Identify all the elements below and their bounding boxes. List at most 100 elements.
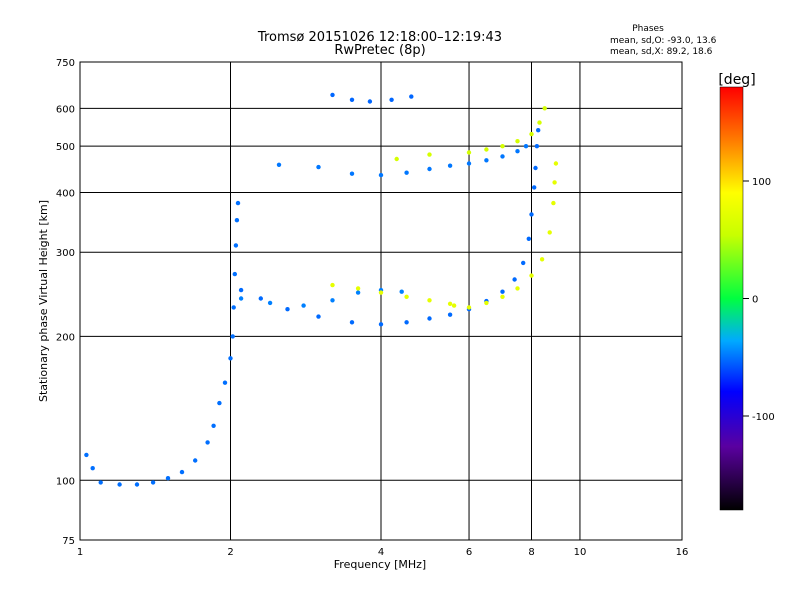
data-point bbox=[399, 289, 404, 294]
y-axis-label: Stationary phase Virtual Height [km] bbox=[37, 200, 50, 402]
data-point bbox=[533, 165, 538, 171]
data-point bbox=[238, 296, 244, 301]
data-point bbox=[117, 482, 122, 487]
x-tick-label: 6 bbox=[466, 547, 472, 558]
data-point bbox=[98, 480, 103, 485]
x-tick-labels: 1 2 4 6 8 10 16 bbox=[77, 547, 689, 558]
colorbar-label: [deg] bbox=[718, 72, 755, 88]
data-point bbox=[515, 286, 520, 291]
data-point bbox=[500, 294, 505, 299]
y-tick-label: 400 bbox=[56, 188, 75, 199]
data-point bbox=[526, 236, 531, 241]
data-point bbox=[90, 466, 95, 471]
data-point bbox=[427, 166, 432, 172]
colorbar bbox=[719, 86, 744, 511]
data-point bbox=[521, 260, 526, 266]
data-point bbox=[330, 282, 335, 288]
data-point bbox=[316, 164, 321, 170]
x-tick-label: 4 bbox=[378, 547, 384, 558]
data-point bbox=[330, 92, 335, 98]
chart-subtitle: RwPretec (8p) bbox=[334, 43, 425, 58]
data-point bbox=[222, 380, 228, 385]
data-point bbox=[267, 300, 273, 306]
data-point bbox=[427, 298, 432, 303]
data-point bbox=[484, 158, 489, 163]
data-point bbox=[234, 218, 240, 223]
data-point bbox=[301, 303, 306, 308]
data-point bbox=[409, 94, 414, 99]
data-point bbox=[231, 305, 236, 310]
stats-header: Phases bbox=[632, 24, 664, 34]
data-point bbox=[529, 212, 534, 217]
data-point bbox=[84, 452, 89, 458]
data-point bbox=[235, 200, 241, 206]
colorbar-tick-label: 0 bbox=[752, 295, 758, 306]
data-point bbox=[427, 152, 432, 157]
data-point bbox=[447, 312, 453, 317]
x-tick-label: 8 bbox=[528, 547, 534, 558]
y-tick-labels: 75 100 200 300 400 500 600 750 bbox=[56, 58, 75, 547]
x-tick-label: 10 bbox=[574, 547, 587, 558]
data-point bbox=[529, 273, 534, 278]
data-point bbox=[285, 307, 290, 312]
data-point bbox=[217, 400, 222, 406]
data-point bbox=[515, 149, 520, 154]
stats-x-line: mean, sd,X: 89.2, 18.6 bbox=[610, 47, 713, 57]
data-point bbox=[551, 200, 556, 206]
y-tick-label: 750 bbox=[56, 58, 75, 69]
data-point bbox=[349, 97, 355, 103]
data-point bbox=[211, 423, 216, 428]
data-point bbox=[258, 296, 263, 301]
y-tick-label: 600 bbox=[56, 104, 75, 115]
data-point bbox=[553, 161, 559, 166]
y-tick-label: 300 bbox=[56, 248, 75, 259]
data-point bbox=[316, 314, 321, 319]
data-point bbox=[500, 289, 505, 294]
data-point bbox=[466, 161, 472, 166]
data-point bbox=[378, 290, 384, 295]
x-tick-label: 2 bbox=[227, 547, 233, 558]
x-tick-label: 16 bbox=[676, 547, 689, 558]
data-point bbox=[404, 320, 409, 325]
data-point bbox=[484, 300, 489, 306]
data-point bbox=[427, 316, 432, 321]
data-point bbox=[512, 277, 517, 282]
data-point bbox=[547, 230, 552, 235]
data-point bbox=[349, 320, 355, 325]
data-point bbox=[404, 294, 409, 299]
data-point bbox=[367, 99, 373, 104]
data-point bbox=[230, 334, 235, 339]
y-tick-label: 75 bbox=[62, 536, 75, 547]
data-point bbox=[466, 150, 472, 155]
colorbar-tick-label: -100 bbox=[752, 412, 775, 423]
data-point bbox=[150, 480, 156, 485]
data-point bbox=[447, 301, 453, 306]
data-point bbox=[349, 171, 355, 176]
data-point bbox=[404, 170, 409, 175]
data-point bbox=[500, 154, 505, 159]
data-point bbox=[134, 482, 140, 487]
data-point bbox=[276, 162, 282, 167]
colorbar-tick-label: 100 bbox=[752, 177, 771, 188]
data-point bbox=[523, 144, 529, 149]
y-tick-label: 100 bbox=[56, 476, 75, 487]
data-point bbox=[451, 303, 457, 308]
y-tick-label: 500 bbox=[56, 142, 75, 153]
data-point bbox=[378, 172, 384, 178]
data-point bbox=[355, 290, 361, 295]
data-point bbox=[378, 322, 384, 327]
data-point bbox=[537, 120, 542, 125]
data-point bbox=[552, 180, 557, 185]
data-point bbox=[447, 163, 453, 168]
data-point bbox=[389, 97, 394, 103]
data-point bbox=[233, 243, 239, 248]
data-points bbox=[84, 92, 559, 487]
data-point bbox=[529, 131, 534, 137]
stats-o-line: mean, sd,O: -93.0, 13.6 bbox=[610, 36, 717, 46]
data-point bbox=[466, 305, 472, 310]
data-point bbox=[228, 356, 233, 361]
data-point bbox=[500, 144, 505, 149]
data-point bbox=[179, 469, 185, 475]
data-point bbox=[539, 257, 545, 262]
x-axis-label: Frequency [MHz] bbox=[334, 558, 426, 571]
